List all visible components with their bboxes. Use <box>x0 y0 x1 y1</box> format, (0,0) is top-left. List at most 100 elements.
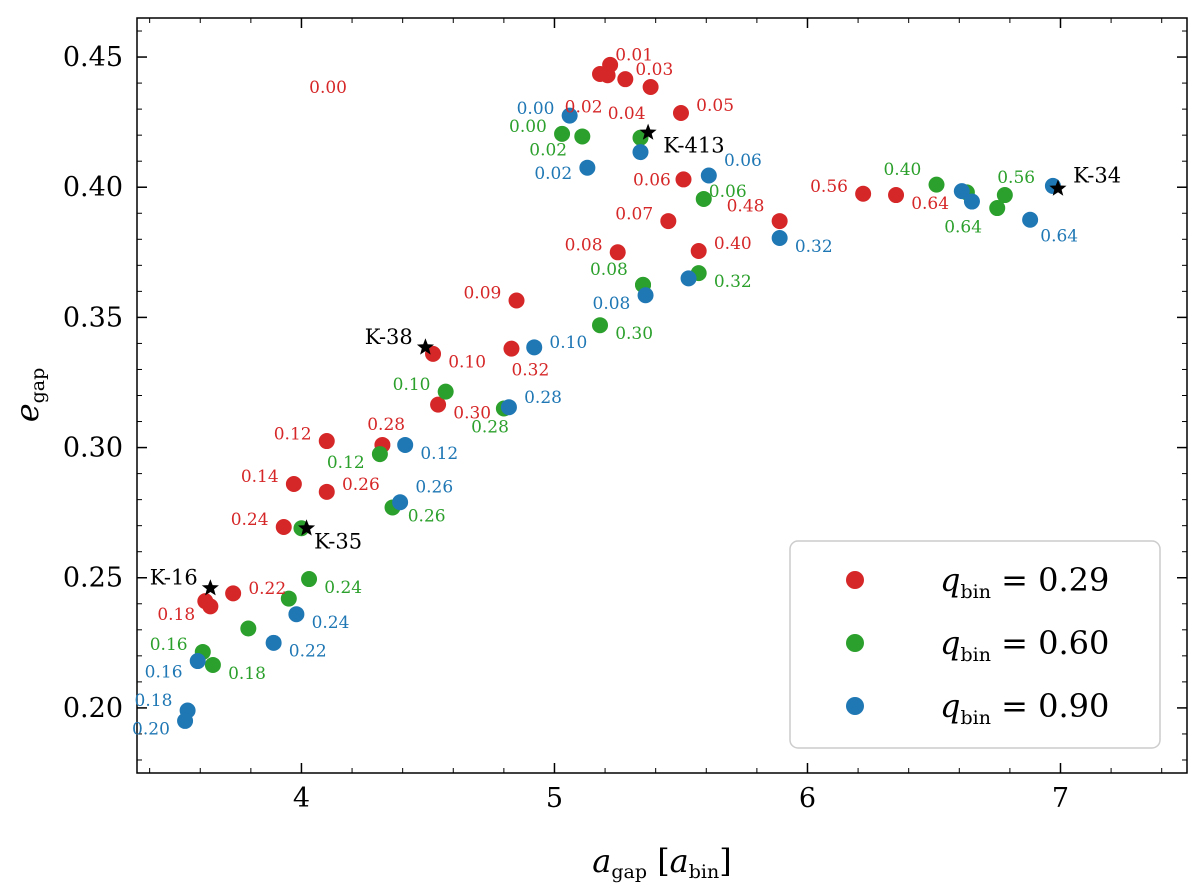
data-point <box>574 128 591 145</box>
data-label: 0.02 <box>565 98 603 118</box>
data-label: 0.02 <box>534 164 572 184</box>
data-label: 0.40 <box>883 160 921 180</box>
data-point <box>177 712 194 729</box>
data-label: 0.64 <box>911 194 949 214</box>
data-point <box>771 213 788 230</box>
data-label: 0.04 <box>608 104 646 124</box>
data-label: 0.10 <box>549 333 587 353</box>
data-label: 0.22 <box>289 642 327 662</box>
data-point <box>197 593 214 610</box>
data-point <box>204 656 221 673</box>
data-point <box>632 144 649 161</box>
data-point <box>695 190 712 207</box>
data-label: 0.05 <box>696 96 734 116</box>
data-point <box>996 187 1013 204</box>
data-point <box>642 78 659 95</box>
x-tick-label: 4 <box>293 783 310 814</box>
star-markers: K-16 K-35 K-38 K-413 K-34 <box>150 123 1121 596</box>
data-label: 0.26 <box>342 475 380 495</box>
legend-label: qbin = 0.29 <box>940 561 1109 603</box>
data-point <box>637 287 654 304</box>
legend-box <box>789 540 1161 749</box>
data-label: 0.26 <box>408 506 446 526</box>
data-point <box>280 590 297 607</box>
y-tick-label: 0.30 <box>63 433 123 464</box>
data-point <box>371 446 388 463</box>
axis-ticks: 4 5 6 7 0.20 0.25 0.30 0.35 0.40 0.45 <box>63 18 1187 814</box>
data-label: 0.56 <box>997 168 1035 188</box>
data-label: 0.18 <box>135 691 173 711</box>
data-point <box>579 159 596 176</box>
data-label: 0.00 <box>509 117 547 137</box>
data-point <box>392 494 409 511</box>
data-label: 0.00 <box>517 99 555 119</box>
data-label: 0.06 <box>724 151 762 171</box>
data-point <box>437 383 454 400</box>
data-label: 0.20 <box>132 720 170 740</box>
data-label: 0.32 <box>511 360 549 380</box>
data-label: 0.00 <box>309 78 347 98</box>
data-point <box>700 167 717 184</box>
data-point <box>928 176 945 193</box>
legend-label: qbin = 0.90 <box>940 687 1109 729</box>
x-tick-label: 6 <box>799 783 816 814</box>
data-label: 0.08 <box>593 294 631 314</box>
data-label: 0.64 <box>944 217 982 237</box>
legend: qbin = 0.29 qbin = 0.60 qbin = 0.90 <box>789 540 1161 749</box>
data-label: 0.10 <box>448 353 486 373</box>
data-label: 0.26 <box>415 478 453 498</box>
data-point <box>690 243 707 260</box>
data-label: 0.16 <box>150 635 188 655</box>
data-label: 0.07 <box>615 204 653 224</box>
data-point <box>225 585 242 602</box>
data-point <box>989 200 1006 217</box>
data-point <box>771 229 788 246</box>
y-tick-label: 0.45 <box>63 42 123 73</box>
data-label: 0.18 <box>157 605 195 625</box>
data-label: 0.09 <box>463 284 501 304</box>
data-label: 0.56 <box>810 177 848 197</box>
data-label: 0.02 <box>529 140 567 160</box>
data-label: 0.30 <box>453 403 491 423</box>
data-label: 0.24 <box>231 510 269 530</box>
data-label: 0.03 <box>635 60 673 80</box>
y-tick-label: 0.35 <box>63 302 123 333</box>
data-point <box>855 185 872 202</box>
data-point <box>672 105 689 122</box>
data-point <box>561 107 578 124</box>
data-point <box>397 436 414 453</box>
data-label: 0.24 <box>324 578 362 598</box>
data-point <box>240 620 257 637</box>
data-label: 0.64 <box>1040 226 1078 246</box>
data-point <box>265 634 282 651</box>
star-label: K-413 <box>663 134 724 158</box>
data-point <box>1022 211 1039 228</box>
data-label: 0.08 <box>565 236 603 256</box>
data-point <box>301 571 318 588</box>
x-tick-label: 7 <box>1052 783 1069 814</box>
star-label: K-35 <box>314 529 362 553</box>
data-point <box>189 653 206 670</box>
data-label: 0.22 <box>248 579 286 599</box>
data-point <box>609 244 626 261</box>
data-point <box>318 483 335 500</box>
data-label: 0.06 <box>709 182 747 202</box>
star-label: K-34 <box>1073 164 1121 188</box>
y-tick-label: 0.25 <box>63 563 123 594</box>
data-label: 0.28 <box>471 418 509 438</box>
star-marker <box>201 579 219 596</box>
star-label: K-38 <box>365 325 413 349</box>
data-point <box>285 476 302 493</box>
data-label: 0.28 <box>524 388 562 408</box>
y-axis-title: egap <box>8 368 49 423</box>
data-label: 0.28 <box>367 415 405 435</box>
data-point <box>680 270 697 287</box>
data-point <box>318 433 335 450</box>
data-point <box>554 125 571 142</box>
data-label: 0.10 <box>393 375 431 395</box>
data-point <box>500 399 517 416</box>
data-point <box>953 183 970 200</box>
data-point <box>592 317 609 334</box>
data-point <box>617 71 634 88</box>
x-tick-label: 5 <box>546 783 563 814</box>
